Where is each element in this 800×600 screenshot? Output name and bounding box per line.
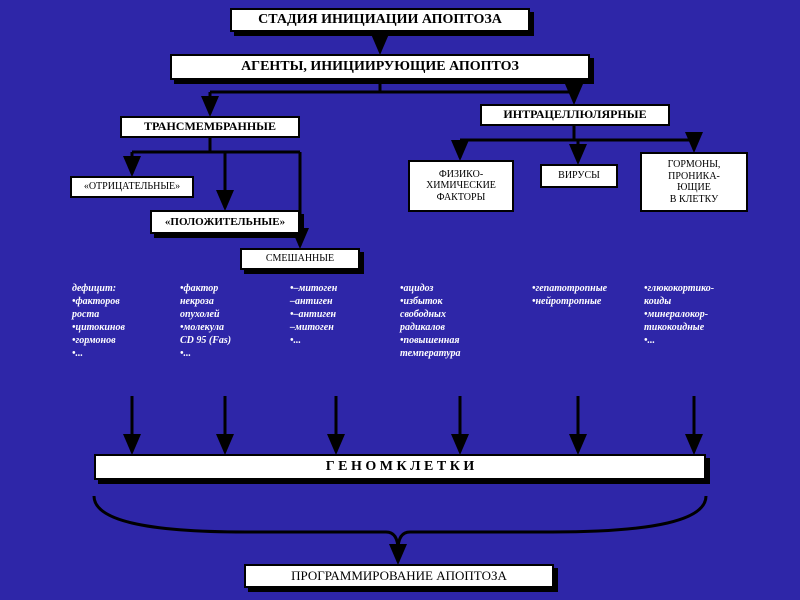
box-stage: СТАДИЯ ИНИЦИАЦИИ АПОПТОЗА — [230, 8, 530, 32]
text-col-2: •–митоген –антиген•–антиген –митоген•... — [290, 282, 395, 347]
box-stage-label: СТАДИЯ ИНИЦИАЦИИ АПОПТОЗА — [258, 12, 502, 28]
box-intracell-label: ИНТРАЦЕЛЛЮЛЯРНЫЕ — [503, 108, 646, 122]
box-genome: Г Е Н О М К Л Е Т К И — [94, 454, 706, 480]
box-agents: АГЕНТЫ, ИНИЦИИРУЮЩИЕ АПОПТОЗ — [170, 54, 590, 80]
box-genome-label: Г Е Н О М К Л Е Т К И — [326, 459, 475, 475]
box-viruses-label: ВИРУСЫ — [558, 170, 600, 182]
text-col-3: •ацидоз•избыток свободных радикалов•повы… — [400, 282, 505, 360]
box-program-label: ПРОГРАММИРОВАНИЕ АПОПТОЗА — [291, 569, 507, 584]
box-program: ПРОГРАММИРОВАНИЕ АПОПТОЗА — [244, 564, 554, 588]
box-transmem: ТРАНСМЕМБРАННЫЕ — [120, 116, 300, 138]
box-physico-label: ФИЗИКО- ХИМИЧЕСКИЕ ФАКТОРЫ — [426, 169, 496, 204]
box-positive: «ПОЛОЖИТЕЛЬНЫЕ» — [150, 210, 300, 234]
box-positive-label: «ПОЛОЖИТЕЛЬНЫЕ» — [165, 216, 285, 229]
box-viruses: ВИРУСЫ — [540, 164, 618, 188]
box-mixed: СМЕШАННЫЕ — [240, 248, 360, 270]
box-negative-label: «ОТРИЦАТЕЛЬНЫЕ» — [84, 181, 180, 193]
box-mixed-label: СМЕШАННЫЕ — [266, 253, 334, 265]
box-hormones: ГОРМОНЫ, ПРОНИКА- ЮЩИЕ В КЛЕТКУ — [640, 152, 748, 212]
box-hormones-label: ГОРМОНЫ, ПРОНИКА- ЮЩИЕ В КЛЕТКУ — [668, 159, 721, 205]
box-negative: «ОТРИЦАТЕЛЬНЫЕ» — [70, 176, 194, 198]
box-intracell: ИНТРАЦЕЛЛЮЛЯРНЫЕ — [480, 104, 670, 126]
text-col-0: дефицит:•факторов роста•цитокинов•гормон… — [72, 282, 177, 360]
text-col-1: •фактор некроза опухолей•молекула CD 95 … — [180, 282, 285, 360]
box-physico: ФИЗИКО- ХИМИЧЕСКИЕ ФАКТОРЫ — [408, 160, 514, 212]
text-col-4: •гепатотропные•нейротропные — [532, 282, 637, 308]
box-transmem-label: ТРАНСМЕМБРАННЫЕ — [144, 120, 276, 134]
text-col-5: •глюкокортико- коиды•минералокор- тикоко… — [644, 282, 749, 347]
box-agents-label: АГЕНТЫ, ИНИЦИИРУЮЩИЕ АПОПТОЗ — [241, 59, 519, 75]
